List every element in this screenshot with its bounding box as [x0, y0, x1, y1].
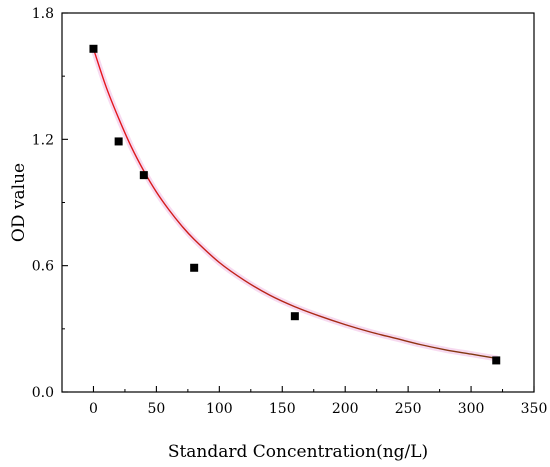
y-axis-ticks — [62, 12, 68, 393]
x-axis-tick-labels: 0 50 100 150 200 250 300 350 — [89, 401, 547, 417]
x-tick-label-0: 0 — [89, 401, 98, 417]
y-tick-label-1.2: 1.2 — [32, 132, 54, 148]
y-tick-label-1.8: 1.8 — [32, 6, 54, 22]
y-tick-label-0.6: 0.6 — [32, 259, 54, 275]
x-tick-label-50: 50 — [147, 401, 165, 417]
x-axis-ticks — [61, 386, 535, 392]
data-point-3 — [190, 263, 199, 272]
y-tick-label-0: 0.0 — [32, 385, 54, 401]
data-point-5 — [492, 356, 501, 365]
fit-curve-layer — [90, 45, 500, 362]
y-axis-title: OD value — [9, 163, 29, 242]
data-point-2 — [139, 171, 148, 180]
data-points-layer — [89, 44, 501, 365]
data-point-1 — [114, 137, 123, 146]
data-point-4 — [290, 312, 299, 321]
x-tick-label-350: 350 — [521, 401, 548, 417]
x-tick-label-300: 300 — [458, 401, 485, 417]
x-tick-label-100: 100 — [206, 401, 233, 417]
x-tick-label-250: 250 — [395, 401, 422, 417]
data-point-0 — [89, 44, 98, 53]
x-axis-title: Standard Concentration(ng/L) — [168, 442, 428, 462]
x-tick-label-200: 200 — [332, 401, 359, 417]
y-axis-tick-labels: 0.0 0.6 1.2 1.8 — [32, 6, 54, 401]
x-tick-label-150: 150 — [269, 401, 296, 417]
fit-curve — [92, 48, 497, 360]
